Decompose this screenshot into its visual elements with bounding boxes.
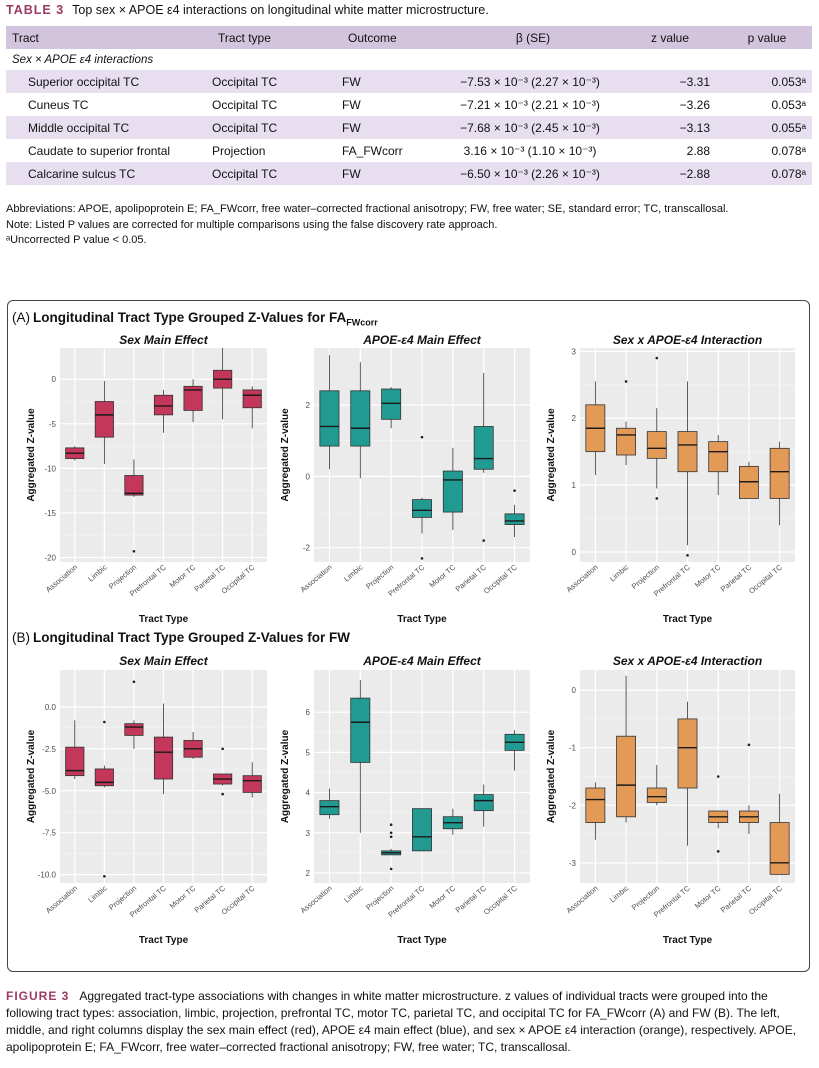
cell-outcome: FA_FWcorr (342, 143, 403, 158)
cell-z: −2.88 (679, 166, 710, 181)
cell-tract: Cuneus TC (28, 97, 89, 112)
header-tract-type: Tract type (218, 30, 271, 45)
figure-caption-text: Aggregated tract-type associations with … (6, 989, 797, 1054)
cell-tract: Calcarine sulcus TC (28, 166, 136, 181)
table-label: TABLE 3 (6, 3, 65, 17)
figure-label: FIGURE 3 (6, 989, 70, 1003)
cell-tract: Caudate to superior frontal (28, 143, 171, 158)
cell-p: 0.078ᵃ (771, 143, 807, 158)
cell-type: Occipital TC (212, 120, 278, 135)
header-beta: β (SE) (515, 30, 551, 45)
cell-z: −3.13 (679, 120, 710, 135)
table-note-abbreviations: Abbreviations: APOE, apolipoprotein E; F… (6, 203, 729, 215)
table-row: Caudate to superior frontal Projection F… (6, 139, 812, 162)
cell-beta: −7.21 × 10⁻³ (2.21 × 10⁻³) (460, 97, 600, 112)
panel-a-label: (A) (12, 310, 30, 325)
table-row: Calcarine sulcus TC Occipital TC FW −6.5… (6, 162, 812, 185)
cell-tract: Superior occipital TC (28, 74, 140, 89)
results-table: Tract Tract type Outcome β (SE) z value … (6, 26, 812, 185)
cell-beta: −7.68 × 10⁻³ (2.45 × 10⁻³) (460, 120, 600, 135)
table-note-correction: Note: Listed P values are corrected for … (6, 218, 498, 231)
cell-tract: Middle occipital TC (28, 120, 130, 135)
cell-outcome: FW (342, 166, 361, 181)
cell-outcome: FW (342, 74, 361, 89)
panel-b-title-text: Longitudinal Tract Type Grouped Z-Values… (33, 630, 351, 645)
table-section-label: Sex × APOE ε4 interactions (12, 53, 154, 66)
cell-outcome: FW (342, 97, 361, 112)
cell-type: Occipital TC (212, 166, 278, 181)
cell-z: −3.31 (679, 74, 710, 89)
header-p: p value (747, 30, 787, 45)
cell-z: −3.26 (679, 97, 710, 112)
header-tract: Tract (12, 30, 39, 45)
cell-p: 0.055ᵃ (771, 120, 807, 135)
cell-p: 0.053ᵃ (771, 97, 807, 112)
cell-type: Occipital TC (212, 74, 278, 89)
table-notes: Abbreviations: APOE, apolipoprotein E; F… (6, 202, 728, 249)
cell-z: 2.88 (686, 143, 710, 158)
table-row: Cuneus TC Occipital TC FW −7.21 × 10⁻³ (… (6, 93, 812, 116)
panel-a-title-text: Longitudinal Tract Type Grouped Z-Values… (33, 310, 347, 325)
cell-beta: −7.53 × 10⁻³ (2.27 × 10⁻³) (460, 74, 600, 89)
table-header-row: Tract Tract type Outcome β (SE) z value … (6, 26, 812, 49)
panel-b-title: (B) Longitudinal Tract Type Grouped Z-Val… (12, 630, 350, 645)
cell-type: Projection (212, 143, 266, 158)
cell-p: 0.053ᵃ (771, 74, 807, 89)
cell-type: Occipital TC (212, 97, 278, 112)
table-row: Middle occipital TC Occipital TC FW −7.6… (6, 116, 812, 139)
table-note-footnote: ᵃUncorrected P value < 0.05. (6, 234, 147, 246)
table-caption-text: Top sex × APOE ε4 interactions on longit… (72, 3, 489, 17)
panel-b-label: (B) (12, 630, 30, 645)
figure-frame (7, 300, 810, 972)
header-z: z value (650, 30, 690, 45)
figure-caption: FIGURE 3 Aggregated tract-type associatio… (6, 988, 812, 1056)
cell-p: 0.078ᵃ (771, 166, 807, 181)
table-caption: TABLE 3 Top sex × APOE ε4 interactions on… (6, 3, 489, 17)
cell-beta: −6.50 × 10⁻³ (2.26 × 10⁻³) (460, 166, 600, 181)
cell-beta: 3.16 × 10⁻³ (1.10 × 10⁻³) (463, 143, 597, 158)
cell-outcome: FW (342, 120, 361, 135)
header-outcome: Outcome (348, 30, 397, 45)
panel-a-title-sub: FWcorr (346, 317, 378, 328)
panel-a-title: (A) Longitudinal Tract Type Grouped Z-Val… (12, 310, 378, 328)
table-row: Superior occipital TC Occipital TC FW −7… (6, 70, 812, 93)
